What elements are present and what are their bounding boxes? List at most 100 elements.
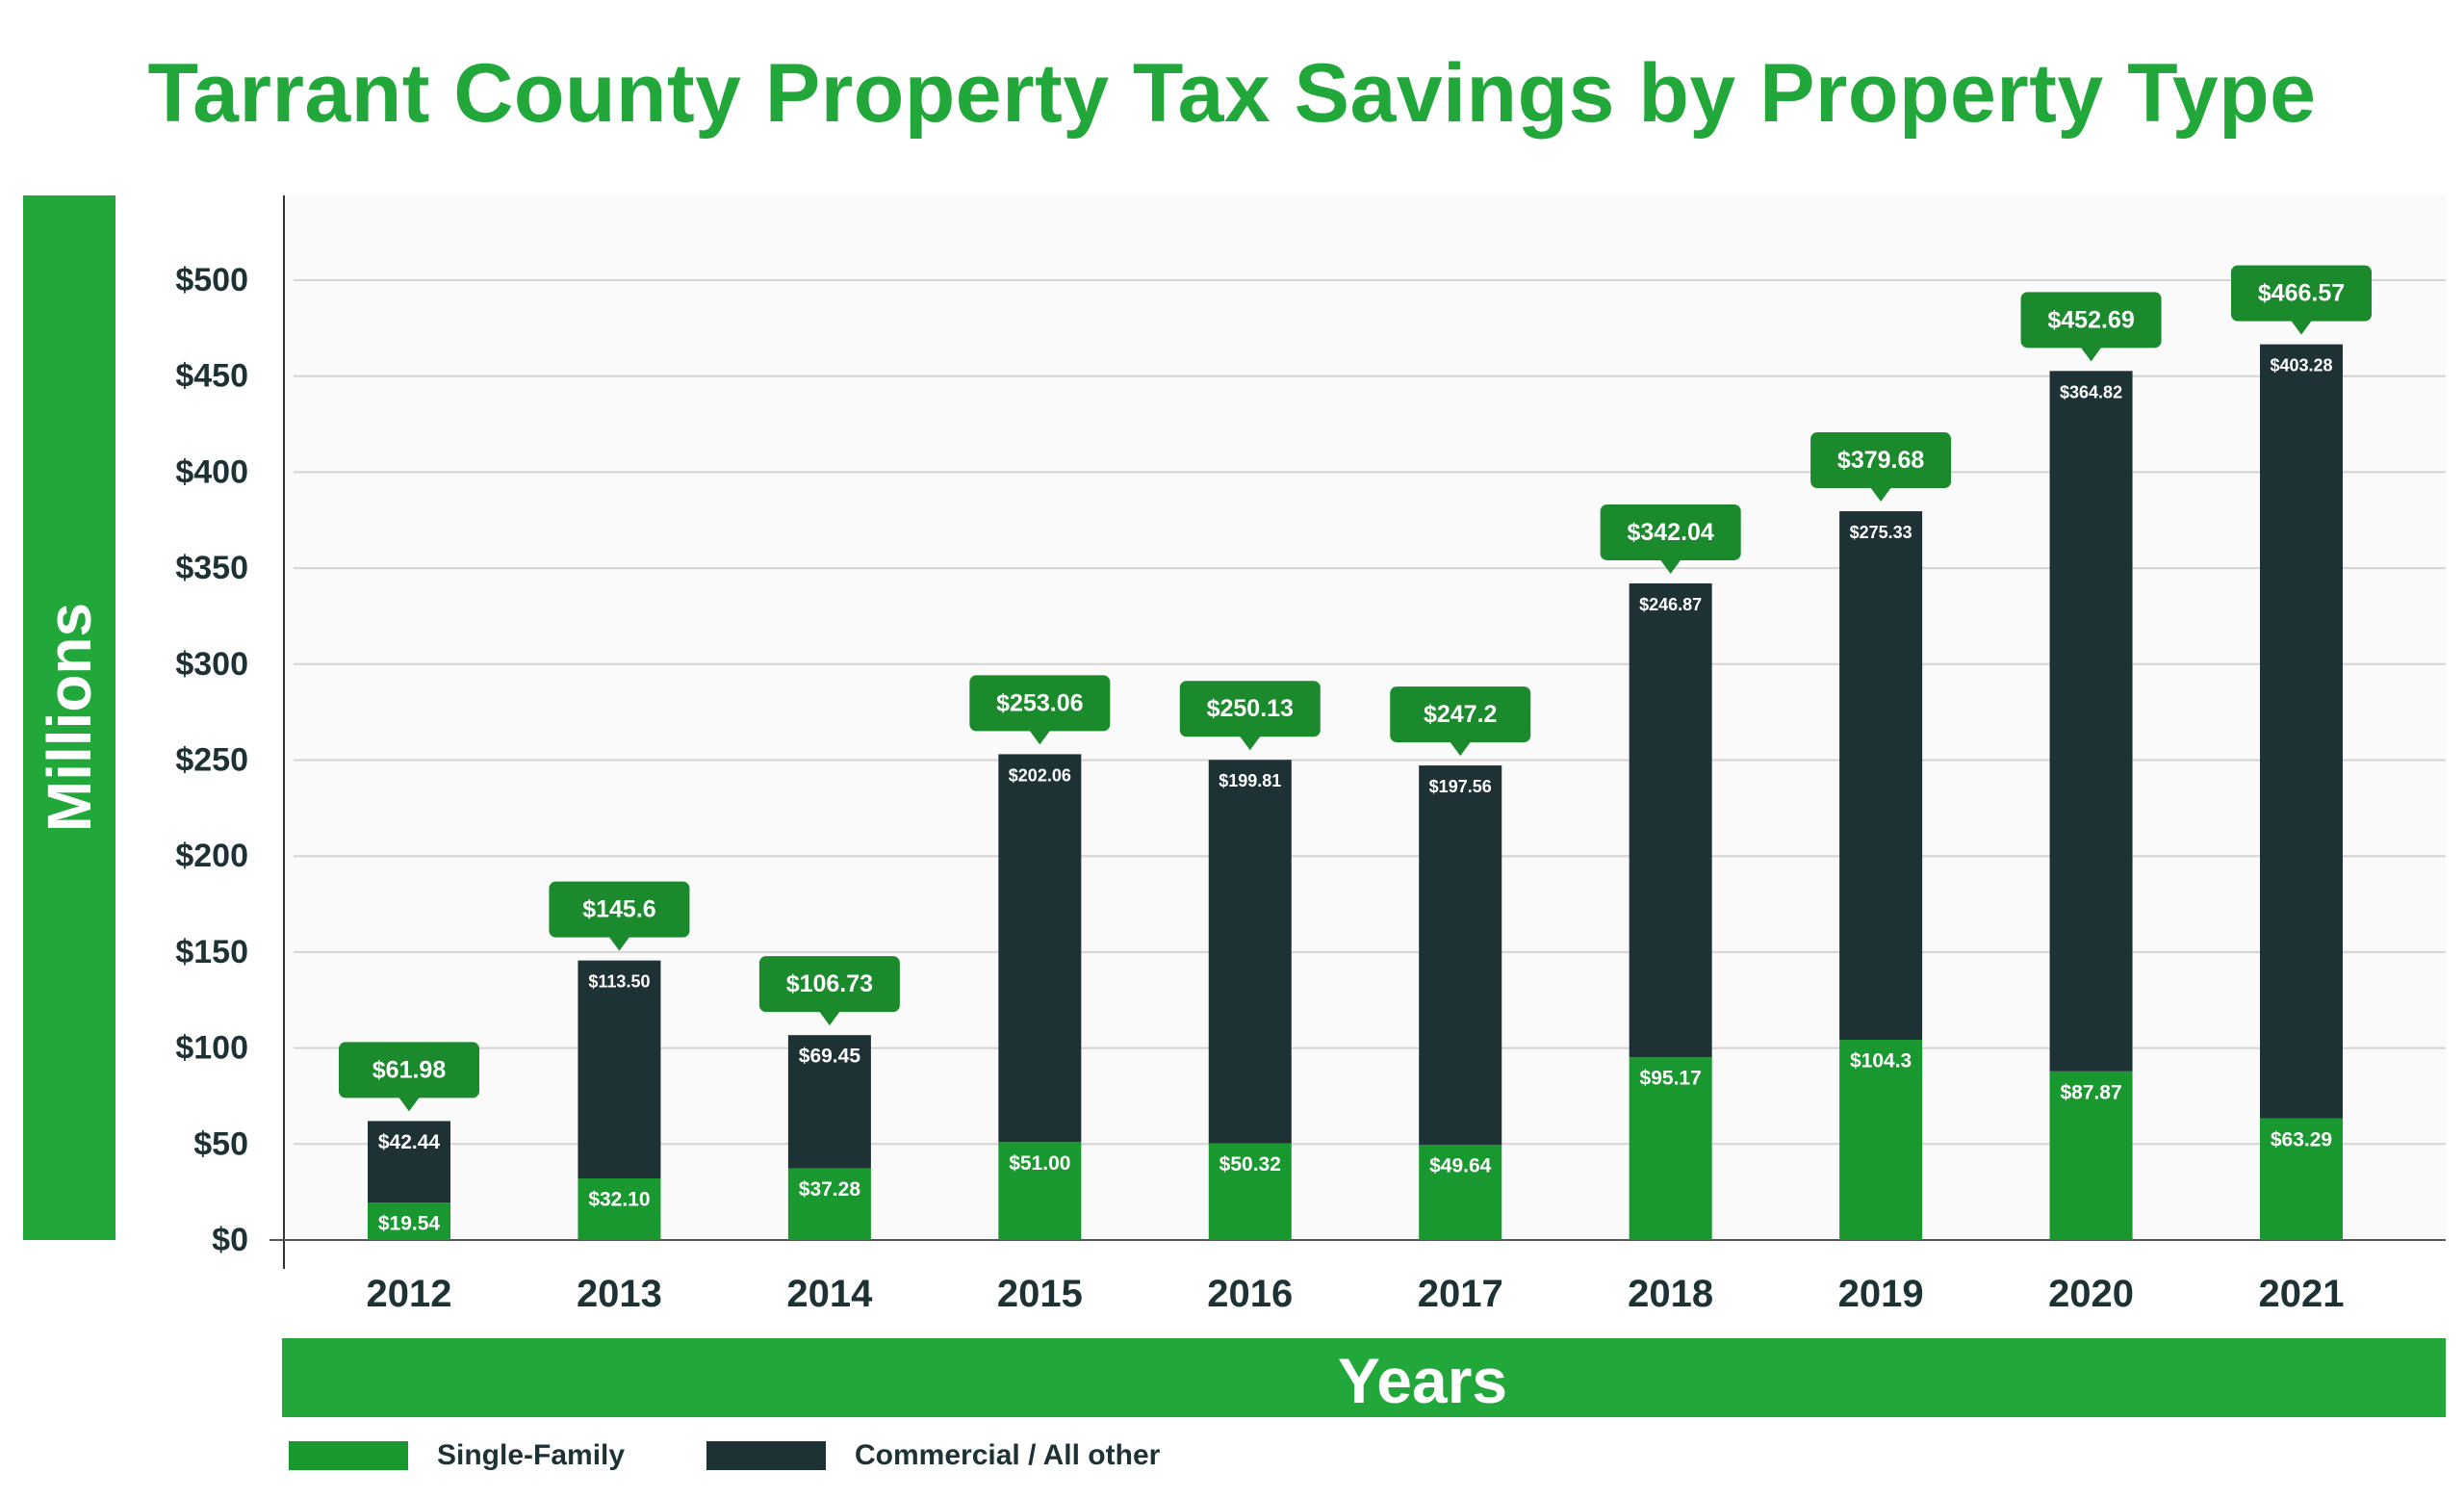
y-tick-label: $250: [175, 742, 248, 779]
bar-commercial-2013: [578, 960, 661, 1178]
bar-single-family-2020: [2049, 1071, 2133, 1240]
data-label-commercial-2013: $113.50: [588, 972, 650, 992]
legend-label-single-family: Single-Family: [437, 1439, 626, 1471]
total-callout-2014: [758, 956, 900, 1013]
data-label-commercial-2021: $403.28: [2270, 356, 2332, 375]
total-callout-pointer-2019: [1870, 487, 1892, 503]
total-callout-2015: [969, 675, 1111, 732]
total-callout-pointer-2013: [608, 936, 630, 951]
x-tick-label-2020: 2020: [2048, 1273, 2134, 1315]
data-label-commercial-2015: $202.06: [1009, 765, 1071, 785]
bar-single-family-2012: [368, 1202, 450, 1240]
total-callout-2020: [2020, 292, 2162, 349]
bar-single-family-2019: [1839, 1040, 1923, 1240]
bar-single-family-2015: [998, 1142, 1082, 1240]
bar-commercial-2017: [1419, 765, 1502, 1146]
bar-commercial-2021: [2260, 344, 2343, 1119]
x-tick-label-2017: 2017: [1418, 1273, 1503, 1315]
bar-commercial-2019: [1839, 511, 1923, 1041]
total-label-2012: $61.98: [372, 1056, 447, 1083]
y-tick-label: $200: [175, 838, 248, 874]
x-tick-label-2019: 2019: [1838, 1273, 1924, 1315]
y-tick-label: $150: [175, 934, 248, 970]
data-label-commercial-2012: $42.44: [378, 1131, 441, 1153]
data-label-single-family-2013: $32.10: [588, 1188, 650, 1210]
total-label-2019: $379.68: [1837, 447, 1924, 474]
y-tick-label: $350: [175, 550, 248, 586]
bar-single-family-2018: [1629, 1057, 1712, 1240]
x-tick-label-2013: 2013: [577, 1273, 662, 1315]
data-label-single-family-2021: $63.29: [2271, 1128, 2332, 1150]
total-callout-pointer-2021: [2291, 320, 2312, 335]
total-label-2015: $253.06: [996, 689, 1083, 716]
total-callout-2018: [1600, 504, 1741, 560]
bar-commercial-2015: [998, 754, 1082, 1143]
bar-commercial-2020: [2049, 371, 2133, 1072]
total-callout-2021: [2231, 265, 2372, 322]
total-callout-pointer-2014: [818, 1011, 840, 1026]
data-label-commercial-2014: $69.45: [799, 1046, 861, 1068]
x-tick-label-2014: 2014: [786, 1273, 873, 1315]
x-tick-label-2016: 2016: [1207, 1273, 1293, 1315]
legend-item-commercial: Commercial / All other: [706, 1436, 1160, 1475]
data-label-single-family-2014: $37.28: [799, 1178, 861, 1201]
total-label-2016: $250.13: [1207, 695, 1294, 722]
data-label-single-family-2016: $50.32: [1219, 1153, 1281, 1176]
y-axis-label: Millions: [35, 603, 104, 832]
y-tick-label: $0: [212, 1222, 248, 1258]
total-callout-pointer-2017: [1450, 741, 1472, 757]
total-callout-pointer-2015: [1029, 730, 1051, 745]
y-axis-banner: [23, 195, 116, 1240]
y-tick-label: $400: [175, 453, 248, 490]
y-tick-label: $450: [175, 358, 248, 395]
total-label-2018: $342.04: [1627, 519, 1713, 546]
data-label-single-family-2019: $104.3: [1850, 1050, 1912, 1073]
total-callout-2019: [1810, 432, 1952, 489]
y-tick-label: $500: [175, 262, 248, 298]
bar-single-family-2021: [2260, 1118, 2343, 1240]
legend-item-single-family: Single-Family: [289, 1436, 625, 1475]
y-tick-labels: $0 $50 $100 $150 $200 $250 $300 $350 $400 $450 $50…: [175, 262, 248, 1258]
bars: $19.54 $42.44 $61.98 $32.10 $113.50 $145.6 $37…: [339, 265, 2372, 1240]
data-label-commercial-2018: $246.87: [1639, 595, 1702, 614]
data-label-single-family-2020: $87.87: [2060, 1081, 2121, 1103]
total-callout-2017: [1390, 686, 1531, 743]
x-axis-label: Years: [1338, 1345, 1507, 1416]
total-callout-2016: [1179, 681, 1321, 737]
total-label-2017: $247.2: [1424, 701, 1497, 728]
data-label-commercial-2016: $199.81: [1219, 771, 1281, 790]
x-tick-label-2021: 2021: [2259, 1273, 2345, 1315]
data-label-single-family-2015: $51.00: [1009, 1152, 1070, 1175]
bar-single-family-2014: [787, 1168, 871, 1240]
y-tick-label: $100: [175, 1030, 248, 1067]
data-label-single-family-2017: $49.64: [1429, 1155, 1492, 1177]
y-tick-label: $300: [175, 646, 248, 683]
total-label-2020: $452.69: [2047, 306, 2134, 333]
bar-single-family-2013: [578, 1177, 661, 1240]
total-label-2014: $106.73: [786, 970, 873, 997]
data-label-commercial-2020: $364.82: [2060, 382, 2122, 401]
bar-commercial-2016: [1208, 760, 1292, 1144]
total-label-2021: $466.57: [2258, 280, 2345, 307]
chart-title: Tarrant County Property Tax Savings by P…: [147, 47, 2317, 140]
y-tick-label: $50: [193, 1125, 248, 1162]
bar-commercial-2014: [787, 1035, 871, 1169]
bar-commercial-2018: [1629, 582, 1712, 1058]
total-callout-pointer-2016: [1239, 736, 1261, 751]
x-tick-label-2015: 2015: [997, 1273, 1083, 1315]
total-callout-2012: [339, 1042, 479, 1098]
total-callout-pointer-2018: [1659, 558, 1681, 574]
bar-commercial-2012: [368, 1121, 450, 1203]
total-callout-pointer-2012: [398, 1097, 420, 1112]
data-label-single-family-2018: $95.17: [1640, 1068, 1702, 1090]
total-label-2013: $145.6: [582, 896, 655, 923]
legend-swatch-commercial: [706, 1441, 826, 1470]
data-label-commercial-2017: $197.56: [1429, 777, 1492, 796]
data-label-single-family-2012: $19.54: [378, 1213, 441, 1235]
legend-label-commercial: Commercial / All other: [855, 1439, 1161, 1471]
data-label-commercial-2019: $275.33: [1850, 523, 1912, 542]
x-tick-label-2018: 2018: [1628, 1273, 1713, 1315]
legend-swatch-single-family: [289, 1441, 408, 1470]
x-axis-banner: [282, 1338, 2446, 1417]
